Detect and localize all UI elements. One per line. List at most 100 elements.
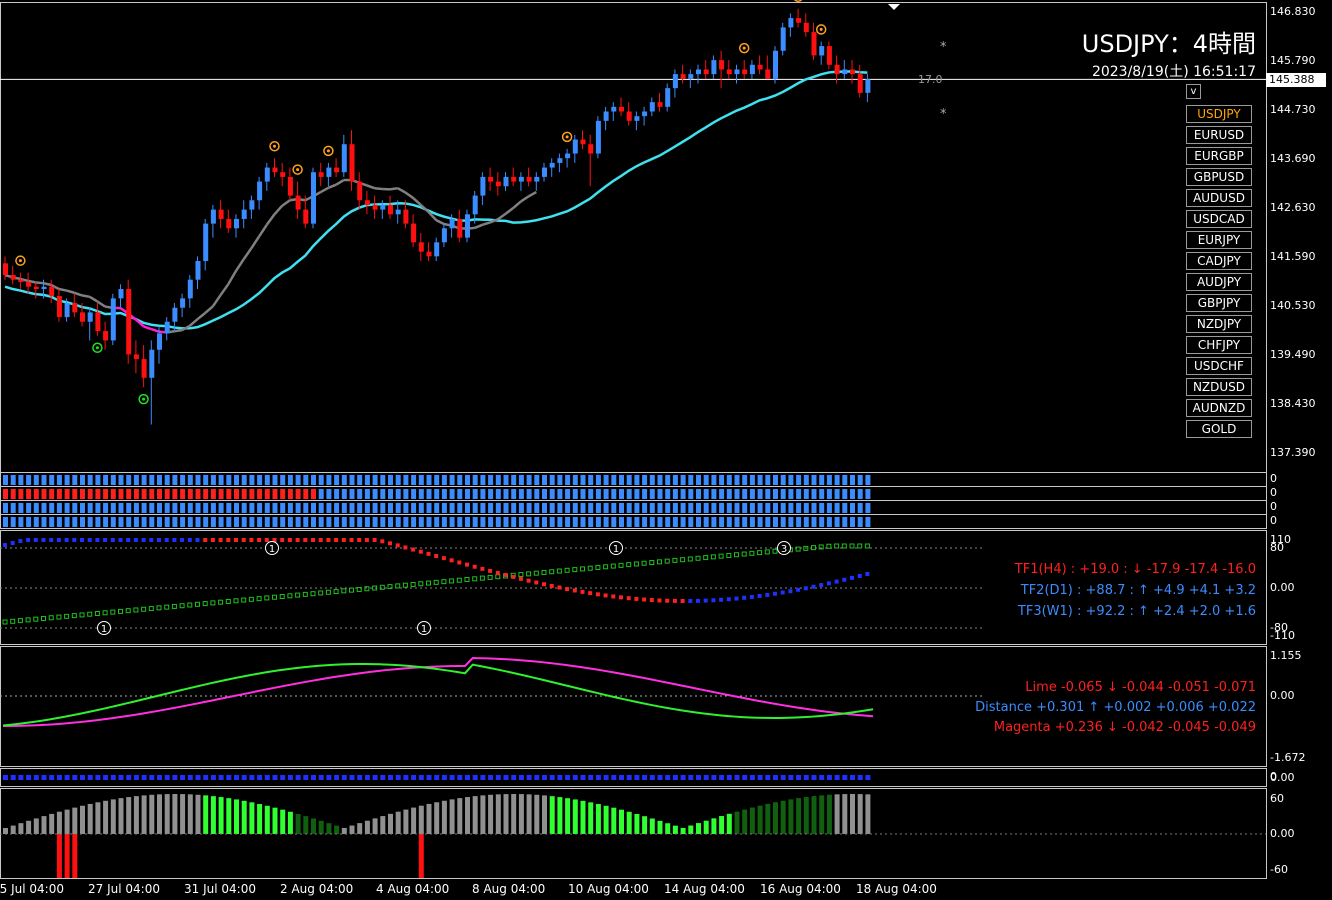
symbol-button-usdcad[interactable]: USDCAD	[1186, 210, 1252, 228]
tf-dot	[311, 538, 315, 542]
symbol-button-audusd[interactable]: AUDUSD	[1186, 189, 1252, 207]
tf-green-square	[225, 598, 231, 604]
dot-strip-cell	[780, 775, 786, 780]
symbol-panel-toggle[interactable]: v	[1186, 84, 1201, 99]
trend-strip-cell	[272, 517, 278, 527]
trend-strip-cell	[403, 489, 409, 499]
trend-strip-cell	[588, 517, 594, 527]
trend-strip-cell	[796, 489, 802, 499]
trend-strip-cell	[203, 503, 209, 513]
symbol-button-nzdjpy[interactable]: NZDJPY	[1186, 315, 1252, 333]
histogram-bar	[780, 800, 786, 834]
tf-dot	[157, 538, 161, 542]
trend-strip-cell	[565, 489, 571, 499]
trend-strip-cell	[672, 503, 678, 513]
trend-strip-cell	[341, 503, 347, 513]
tf-dot	[557, 585, 562, 590]
candle-body	[534, 176, 540, 182]
dot-strip-cell	[626, 775, 632, 780]
trend-strip-cell	[118, 503, 124, 513]
trend-strip-cell	[218, 517, 224, 527]
trend-strip-cell	[95, 517, 101, 527]
symbol-button-eurjpy[interactable]: EURJPY	[1186, 231, 1252, 249]
trend-strip-cell	[249, 503, 255, 513]
tf-green-square	[633, 561, 639, 567]
dot-strip-cell	[542, 775, 547, 780]
gray-ma-segment	[73, 291, 83, 297]
tf-dot	[364, 538, 369, 542]
trend-strip-cell	[688, 503, 694, 513]
dot-strip-cell	[103, 775, 109, 780]
sell-signal-dot	[273, 144, 276, 148]
trend-strip-cell	[334, 489, 340, 499]
trend-strip-cell	[195, 503, 201, 513]
trend-strip-cell	[280, 517, 286, 527]
symbol-button-eurusd[interactable]: EURUSD	[1186, 126, 1252, 144]
symbol-button-gbpusd[interactable]: GBPUSD	[1186, 168, 1252, 186]
dot-strip-cell	[449, 775, 455, 780]
histogram-bar	[426, 803, 432, 834]
trend-strip-cell	[3, 503, 8, 513]
tf-green-square	[256, 596, 262, 602]
tf-dot	[395, 543, 400, 548]
tf-green-square	[295, 592, 301, 598]
sell-signal-dot	[819, 27, 823, 31]
tf-dot	[226, 538, 231, 542]
dot-strip-cell	[857, 775, 863, 780]
symbol-button-eurgbp[interactable]: EURGBP	[1186, 147, 1252, 165]
tf-green-square	[102, 610, 108, 616]
trend-strip-cell	[403, 503, 409, 513]
tf-dot	[649, 598, 654, 603]
symbol-button-usdchf[interactable]: USDCHF	[1186, 357, 1252, 375]
trend-strip-cell	[311, 489, 316, 499]
trend-strip-cell	[511, 503, 517, 513]
histogram-bar	[449, 799, 455, 834]
symbol-button-audnzd[interactable]: AUDNZD	[1186, 399, 1252, 417]
candle-body	[603, 111, 609, 121]
symbol-button-nzdusd[interactable]: NZDUSD	[1186, 378, 1252, 396]
trend-strip-cell	[56, 503, 62, 513]
trend-strip-cell	[657, 475, 663, 485]
trend-strip-cell	[210, 503, 216, 513]
dot-strip-cell	[295, 775, 301, 780]
trend-strip-cell	[80, 517, 85, 527]
symbol-button-chfjpy[interactable]: CHFJPY	[1186, 336, 1252, 354]
trend-strip-cell	[526, 475, 532, 485]
symbol-button-audjpy[interactable]: AUDJPY	[1186, 273, 1252, 291]
tf-green-square	[487, 574, 493, 580]
symbol-button-cadjpy[interactable]: CADJPY	[1186, 252, 1252, 270]
gray-ma-segment	[265, 213, 276, 226]
tf-dot	[257, 538, 262, 542]
tf-green-square	[564, 567, 570, 573]
candle-body	[364, 200, 370, 205]
tf-green-square	[818, 544, 824, 550]
histogram-bar	[472, 796, 478, 834]
trend-strip-cell	[334, 475, 340, 485]
trend-strip-cell	[688, 489, 694, 499]
trend-strip-cell	[765, 517, 771, 527]
trend-strip-cell	[565, 475, 571, 485]
panel-border	[0, 646, 1267, 767]
trend-strip-cell	[672, 475, 678, 485]
candle-body	[765, 69, 771, 79]
trend-strip-cell	[418, 503, 424, 513]
tf-dot	[688, 598, 693, 603]
tf-green-square	[495, 574, 501, 580]
trend-strip-cell	[595, 475, 601, 485]
dot-strip-cell	[126, 775, 132, 780]
dot-strip-cell	[434, 775, 440, 780]
tf-dot	[657, 598, 662, 603]
symbol-button-gold[interactable]: GOLD	[1186, 420, 1252, 438]
symbol-button-gbpjpy[interactable]: GBPJPY	[1186, 294, 1252, 312]
tf-green-square	[110, 609, 116, 615]
tf-green-square	[710, 554, 716, 560]
histogram-bar	[696, 823, 701, 834]
trend-strip-cell	[318, 475, 324, 485]
histogram-bar	[480, 795, 486, 834]
trend-strip-cell	[33, 503, 39, 513]
trend-strip-cell	[542, 503, 547, 513]
dot-strip-cell	[72, 775, 78, 780]
symbol-button-usdjpy[interactable]: USDJPY	[1186, 105, 1252, 123]
